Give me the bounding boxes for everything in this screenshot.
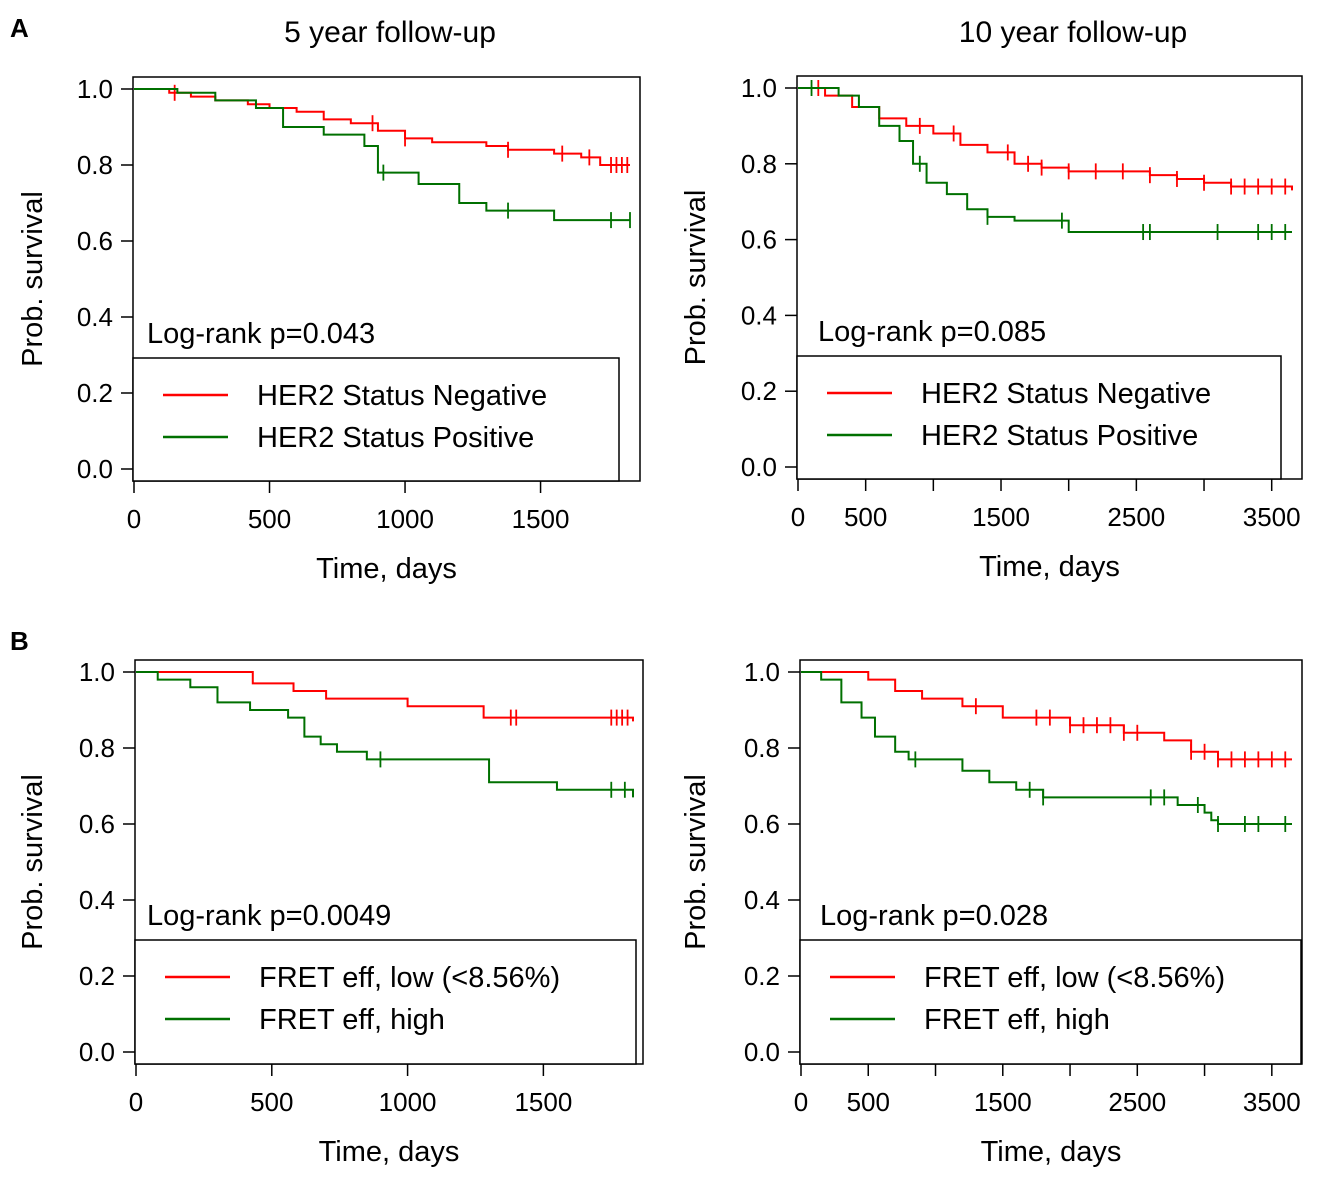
km-chart-2: 0.0 0.2 0.4 0.6 0.8 1.0 0 500 1500 2500 3500 Time, … (680, 73, 1303, 583)
y-tick-label: 0.4 (79, 885, 115, 915)
y-tick-label: 0.6 (741, 225, 777, 255)
x-tick-label: 2500 (1107, 502, 1165, 532)
log-rank-annotation: Log-rank p=0.028 (820, 900, 1048, 932)
y-tick-label: 1.0 (744, 657, 780, 687)
column-title-10-year: 10 year follow-up (959, 16, 1187, 49)
x-tick-label: 500 (248, 504, 291, 534)
y-tick-label: 0.0 (77, 454, 113, 484)
y-tick-label: 0.6 (77, 226, 113, 256)
y-tick-label: 0.2 (744, 961, 780, 991)
legend-label: FRET eff, low (<8.56%) (924, 962, 1225, 994)
y-tick-label: 0.4 (77, 302, 113, 332)
x-tick-label: 0 (791, 502, 805, 532)
x-tick-label: 3500 (1243, 502, 1301, 532)
y-tick-label: 0.4 (741, 300, 777, 330)
y-tick-label: 0.0 (741, 452, 777, 482)
x-tick-label: 0 (129, 1087, 143, 1117)
x-axis-label: Time, days (981, 1136, 1122, 1168)
y-tick-label: 0.0 (79, 1037, 115, 1067)
survival-curve (136, 671, 634, 722)
survival-curve (134, 88, 630, 166)
x-axis-label: Time, days (316, 553, 457, 585)
y-tick-label: 1.0 (741, 73, 777, 103)
log-rank-annotation: Log-rank p=0.0049 (147, 900, 391, 932)
survival-curve (134, 88, 630, 222)
panel-letter-a: A (10, 13, 29, 43)
x-tick-label: 3500 (1243, 1087, 1301, 1117)
survival-curve (798, 87, 1293, 191)
column-title-5-year: 5 year follow-up (284, 16, 496, 49)
x-tick-label: 1000 (379, 1087, 437, 1117)
legend: HER2 Status Negative HER2 Status Positive (132, 357, 620, 482)
y-tick-label: 0.0 (744, 1037, 780, 1067)
x-tick-label: 1000 (376, 504, 434, 534)
y-tick-label: 0.4 (744, 885, 780, 915)
legend-label: FRET eff, low (<8.56%) (259, 962, 560, 994)
y-tick-label: 1.0 (79, 657, 115, 687)
survival-curve (136, 671, 634, 798)
y-tick-label: 0.2 (77, 378, 113, 408)
legend-label: FRET eff, high (924, 1004, 1110, 1036)
y-tick-label: 0.2 (79, 961, 115, 991)
legend-label: HER2 Status Positive (257, 422, 534, 454)
km-chart-4: 0.0 0.2 0.4 0.6 0.8 1.0 0 500 1500 2500 3500 Time, … (680, 657, 1303, 1168)
legend-box (799, 939, 1302, 1065)
y-axis-label: Prob. survival (680, 774, 712, 950)
legend-label: FRET eff, high (259, 1004, 445, 1036)
y-axis-label: Prob. survival (17, 191, 49, 367)
log-rank-annotation: Log-rank p=0.043 (147, 318, 375, 350)
x-tick-label: 500 (250, 1087, 293, 1117)
survival-curve (798, 87, 1292, 234)
legend-box (796, 355, 1282, 480)
y-tick-label: 0.6 (744, 809, 780, 839)
x-tick-label: 1500 (512, 504, 570, 534)
y-tick-label: 0.2 (741, 376, 777, 406)
legend-label: HER2 Status Positive (921, 420, 1198, 452)
y-tick-label: 0.6 (79, 809, 115, 839)
x-tick-label: 500 (844, 502, 887, 532)
x-tick-label: 1500 (972, 502, 1030, 532)
legend: HER2 Status Negative HER2 Status Positive (796, 355, 1282, 480)
legend-box (132, 357, 620, 482)
legend-box (134, 939, 637, 1065)
charts: 0.0 0.2 0.4 0.6 0.8 1.0 0 500 1000 1500 Time, days… (17, 73, 1303, 1168)
survival-curve (801, 671, 1292, 825)
x-tick-label: 0 (127, 504, 141, 534)
survival-curve (801, 671, 1292, 761)
y-axis-label: Prob. survival (17, 774, 49, 950)
x-axis-label: Time, days (979, 551, 1120, 583)
y-axis-label: Prob. survival (680, 190, 712, 366)
x-tick-label: 2500 (1108, 1087, 1166, 1117)
x-tick-label: 500 (847, 1087, 890, 1117)
x-tick-label: 1500 (514, 1087, 572, 1117)
panel-letter-b: B (10, 626, 29, 656)
legend: FRET eff, low (<8.56%) FRET eff, high (134, 939, 637, 1065)
y-tick-label: 1.0 (77, 74, 113, 104)
y-tick-label: 0.8 (741, 149, 777, 179)
legend-label: HER2 Status Negative (257, 380, 547, 412)
y-tick-label: 0.8 (79, 733, 115, 763)
y-tick-label: 0.8 (744, 733, 780, 763)
legend: FRET eff, low (<8.56%) FRET eff, high (799, 939, 1302, 1065)
x-tick-label: 1500 (974, 1087, 1032, 1117)
y-tick-label: 0.8 (77, 150, 113, 180)
legend-label: HER2 Status Negative (921, 378, 1211, 410)
km-chart-3: 0.0 0.2 0.4 0.6 0.8 1.0 0 500 1000 1500 Time, days… (17, 657, 644, 1168)
km-chart-1: 0.0 0.2 0.4 0.6 0.8 1.0 0 500 1000 1500 Time, days… (17, 74, 641, 585)
x-axis-label: Time, days (319, 1136, 460, 1168)
log-rank-annotation: Log-rank p=0.085 (818, 316, 1046, 348)
x-tick-label: 0 (794, 1087, 808, 1117)
